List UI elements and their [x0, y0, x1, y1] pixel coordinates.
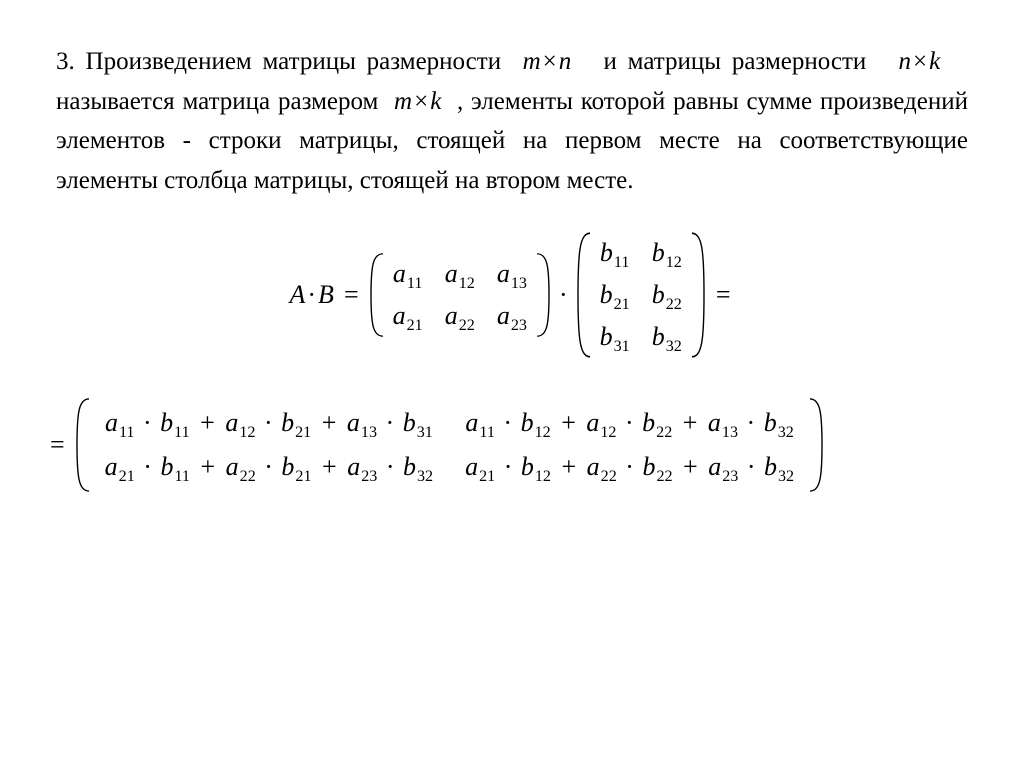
equals-3: =: [46, 430, 69, 460]
formula-line-2: = a11 · b11 + a12 · b21 + a13 · b31a11 ·…: [46, 398, 968, 492]
formula-line-1: A·B = a11a12a13a21a22a23 · b11b12b21b22b…: [56, 232, 968, 358]
formula-block: A·B = a11a12a13a21a22a23 · b11b12b21b22b…: [56, 232, 968, 492]
matrix-result: a11 · b11 + a12 · b21 + a13 · b31a11 · b…: [75, 398, 824, 492]
inline-dim-mn: m×n: [523, 48, 572, 75]
definition-text-2: и матрицы размерности: [604, 48, 867, 75]
equals-1: =: [340, 280, 363, 310]
definition-number: 3.: [56, 48, 75, 75]
formula-lhs: A·B: [289, 280, 333, 310]
definition-paragraph: 3. Произведением матрицы размерности m×n…: [56, 42, 968, 200]
equals-2: =: [712, 280, 735, 310]
inline-dim-nk: n×k: [899, 48, 941, 75]
matrix-b: b11b12b21b22b31b32: [576, 232, 706, 358]
inline-dim-mk: m×k: [394, 88, 441, 115]
page: 3. Произведением матрицы размерности m×n…: [0, 0, 1024, 492]
multiply-dot: ·: [557, 280, 570, 310]
matrix-a: a11a12a13a21a22a23: [369, 253, 551, 337]
definition-text-3: называется матрица размером: [56, 88, 378, 115]
definition-text-1: Произведением матрицы размерности: [86, 48, 502, 75]
